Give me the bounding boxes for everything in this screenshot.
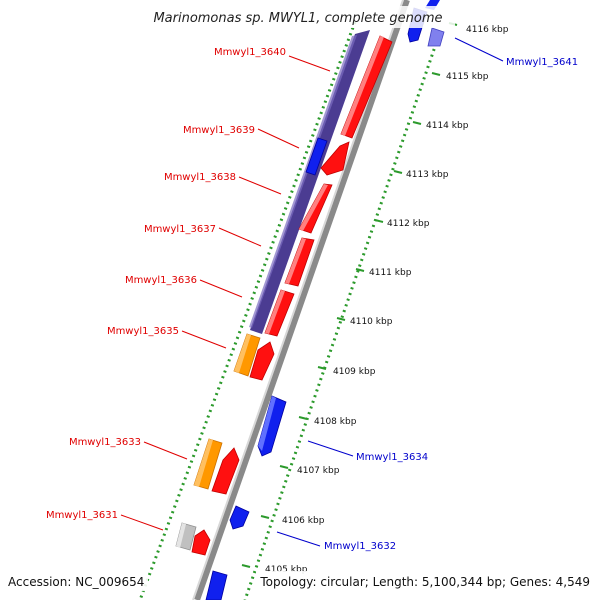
tick-label: 4114 kbp [426,121,469,131]
tick-marks [241,22,458,568]
genome-title: Marinomonas sp. MWYL1, complete genome [153,11,442,26]
cds-reverse-track [205,0,445,600]
gene-label: Mmwyl1_3631 [46,510,118,521]
gene-label: Mmwyl1_3634 [356,452,428,463]
cds-mmwyl1-3641-pale [427,27,445,47]
title-backdrop [145,6,455,28]
gene-label: Mmwyl1_3640 [214,47,286,58]
cds-mmwyl1-3630 [205,570,228,600]
operon-block [249,30,370,334]
cds-mmwyl1-3631 [191,529,211,556]
topology-label: Topology: circular; Length: 5,100,344 bp… [259,575,590,589]
tick-label: 4110 kbp [350,317,393,327]
label-leaders [120,37,504,547]
cds-forward-track [191,35,393,556]
cds-mmwyl1-3635 [249,341,275,381]
cds-mmwyl1-3632 [229,505,250,530]
gene-label: Mmwyl1_3638 [164,172,236,183]
outer-tick-ring [138,21,357,600]
cds-mmwyl1-3633 [211,447,240,495]
gene-label: Mmwyl1_3637 [144,224,216,235]
genome-backbone [194,0,410,600]
tick-label: 4109 kbp [333,367,376,377]
gene-label: Mmwyl1_3639 [183,125,255,136]
gene-label: Mmwyl1_3636 [125,275,197,286]
tick-label: 4106 kbp [282,516,325,526]
tick-label: 4108 kbp [314,417,357,427]
footer-backdrop-left [4,571,148,591]
gene-label: Mmwyl1_3641 [506,57,578,68]
gene-label: Mmwyl1_3632 [324,541,396,552]
gene-label: Mmwyl1_3635 [107,326,179,337]
tick-label: 4107 kbp [297,466,340,476]
accession-label: Accession: NC_009654 [8,575,144,589]
tick-label: 4105 kbp [265,565,308,575]
footer-backdrop-right [256,571,594,591]
tick-label: 4116 kbp [466,25,509,35]
tick-label: 4111 kbp [369,268,412,278]
cds-mmwyl1-3639-outer [305,137,328,176]
tick-label: 4113 kbp [406,170,449,180]
cds-outer-track [175,137,328,551]
inner-tick-ring [243,31,442,600]
tick-label: 4115 kbp [446,72,489,82]
gene-label: Mmwyl1_3633 [69,437,141,448]
cds-mmwyl1-3639 [320,141,350,176]
tick-label: 4112 kbp [387,219,430,229]
